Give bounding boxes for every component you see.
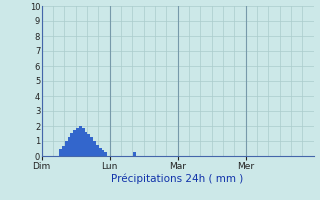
Bar xyxy=(104,152,107,156)
X-axis label: Précipitations 24h ( mm ): Précipitations 24h ( mm ) xyxy=(111,173,244,184)
Bar xyxy=(82,128,84,156)
Bar xyxy=(96,145,99,156)
Bar xyxy=(101,150,104,156)
Bar xyxy=(76,128,79,156)
Bar xyxy=(79,126,82,156)
Bar xyxy=(90,137,93,156)
Bar xyxy=(84,132,87,156)
Bar xyxy=(133,152,136,156)
Bar xyxy=(73,130,76,156)
Bar xyxy=(99,148,101,156)
Bar xyxy=(93,141,96,156)
Bar xyxy=(68,137,70,156)
Bar xyxy=(62,146,65,156)
Bar xyxy=(59,148,62,156)
Bar xyxy=(87,134,90,156)
Bar xyxy=(70,133,73,156)
Bar xyxy=(65,141,68,156)
